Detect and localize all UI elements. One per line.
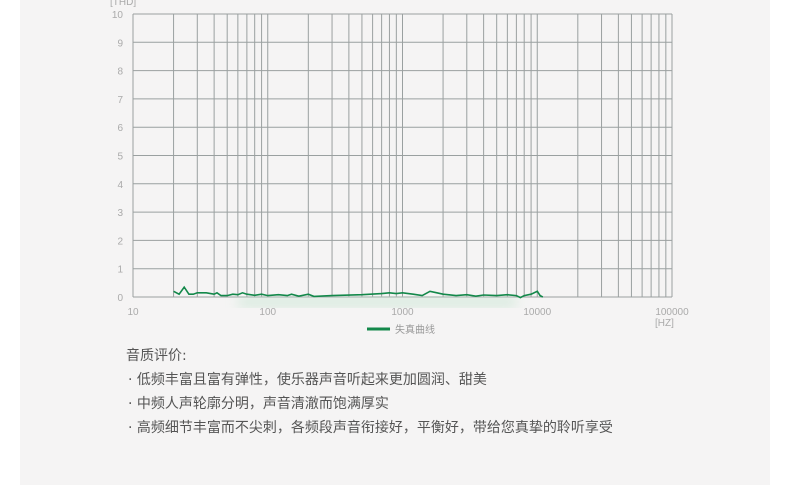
curve-glow [237,297,517,307]
y-tick-label: 7 [117,95,123,106]
y-tick-label: 10 [112,10,124,21]
legend-label: 失真曲线 [395,323,435,336]
thd-chart: 0 1 2 3 4 5 6 7 8 9 10 10 100 1000 10000 100000 [THD] [HZ… [110,0,689,336]
description-item: · 低频丰富且富有弹性，使乐器声音听起来更加圆润、甜美 [128,372,487,388]
y-axis-label: [THD] [110,0,136,8]
y-tick-label: 8 [117,67,123,78]
sound-quality-description: 音质评价: · 低频丰富且富有弹性，使乐器声音听起来更加圆润、甜美 · 中频人声… [126,344,613,440]
x-tick-label: 10000 [523,307,551,318]
thd-curve-line [173,285,544,299]
y-tick-label: 5 [117,152,123,163]
y-tick-label: 4 [117,180,123,191]
x-tick-label: 10 [127,307,139,318]
y-tick-label: 3 [117,208,123,219]
y-tick-label: 0 [117,293,123,304]
description-title: 音质评价: [126,348,187,364]
y-tick-label: 1 [117,265,123,276]
x-tick-label: 1000 [391,307,414,318]
description-item: · 高频细节丰富而不尖刺，各频段声音衔接好，平衡好，带给您真挚的聆听享受 [128,420,613,436]
description-item: · 中频人声轮廓分明，声音清澈而饱满厚实 [128,396,389,412]
content-panel [20,0,770,485]
x-tick-label: 100000 [655,307,689,318]
y-tick-label: 6 [117,123,123,134]
y-tick-label: 2 [117,236,123,247]
x-tick-label: 100 [259,307,276,318]
x-axis-label: [HZ] [655,318,674,329]
y-tick-label: 9 [117,38,123,49]
